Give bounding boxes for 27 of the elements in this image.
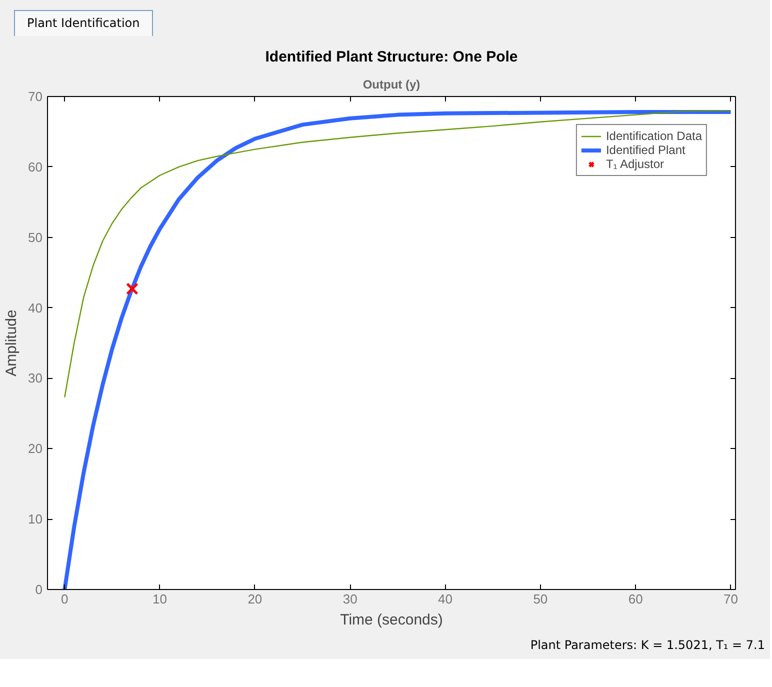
y-tick-label: 10 xyxy=(28,512,43,527)
y-tick-label: 50 xyxy=(28,230,43,245)
text: Plant Identification xyxy=(27,15,140,32)
x-tick-label: 30 xyxy=(342,592,358,607)
x-tick-label: 70 xyxy=(724,592,738,607)
x-tick-label: 50 xyxy=(533,592,548,607)
y-tick-label: 30 xyxy=(28,370,43,386)
legend-label: Identified Plant xyxy=(606,143,686,158)
line-series xyxy=(64,110,732,398)
y-tick-label: 60 xyxy=(28,160,43,175)
y-tick-label: 40 xyxy=(28,300,43,316)
x-axis-title: Time (seconds) xyxy=(340,612,443,629)
y-axis-title: Amplitude xyxy=(3,310,20,376)
chart-title: Identified Plant Structure: One Pole xyxy=(265,48,518,66)
y-tick-label: 0 xyxy=(35,582,43,598)
x-tick-label: 0 xyxy=(61,592,68,607)
x-tick-label: 20 xyxy=(248,592,262,607)
y-tick-label: 70 xyxy=(28,89,43,104)
line-series xyxy=(62,110,733,590)
legend-label: Identification Data xyxy=(606,129,702,144)
x-tick-label: 40 xyxy=(438,592,453,607)
x-tick-label: 60 xyxy=(628,592,643,607)
x-tick-label: 10 xyxy=(152,592,168,607)
legend-label: T₁ Adjustor xyxy=(606,157,664,172)
chart-subtitle: Output (y) xyxy=(362,78,420,92)
y-tick-label: 20 xyxy=(28,441,43,456)
text: Plant Parameters: K = 1.5021, T₁ = 7.1 xyxy=(530,637,765,654)
